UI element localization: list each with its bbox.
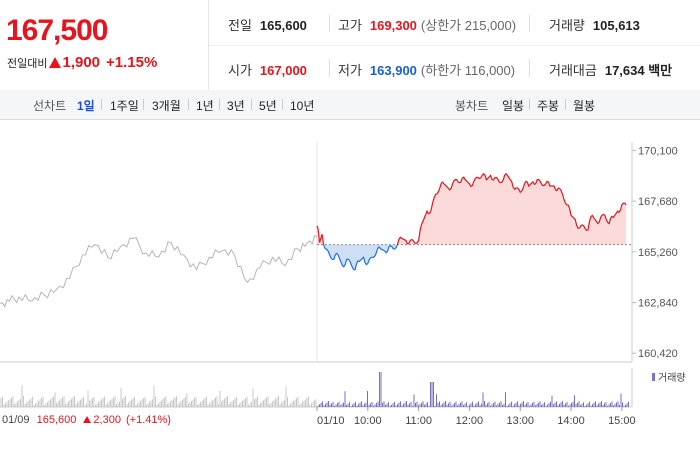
loss-area	[317, 244, 627, 270]
divider	[143, 99, 144, 110]
x-tick-label: 13:00	[506, 415, 534, 427]
change-percent: +1.15%	[106, 54, 158, 71]
x-tick-label: 14:00	[557, 415, 585, 427]
gain-area	[317, 173, 627, 245]
period-10y[interactable]: 10년	[290, 99, 315, 113]
up-triangle-icon	[49, 57, 62, 68]
volume-value: 105,613	[592, 18, 640, 33]
upper-limit: (상한가 215,000)	[420, 18, 517, 33]
row-divider	[209, 45, 700, 46]
y-tick-label: 162,840	[638, 297, 678, 309]
today-line-down	[323, 244, 399, 271]
candle-chart-label: 봉차트	[455, 99, 489, 113]
volume-legend-swatch	[652, 373, 655, 381]
high-cell: 고가 169,300 (상한가 215,000)	[338, 15, 516, 34]
line-chart-label: 선차트	[33, 99, 67, 113]
volume-legend-label: 거래량	[658, 372, 686, 384]
x-tick-label: 01/10	[317, 415, 345, 427]
y-tick-label: 167,680	[638, 196, 678, 208]
divider	[188, 99, 189, 110]
low-cell: 저가 163,900 (하한가 116,000)	[338, 60, 515, 79]
divider	[565, 99, 566, 110]
period-3y[interactable]: 3년	[227, 99, 245, 113]
y-tick-label: 165,260	[638, 247, 678, 259]
amount-cell: 거래대금 17,634 백만	[549, 60, 672, 79]
volume-cell: 거래량 105,613	[549, 15, 640, 34]
up-triangle-icon	[83, 416, 92, 423]
divider	[329, 59, 330, 77]
footer-pct: (+1.41%)	[126, 414, 171, 426]
candle-weekly[interactable]: 주봉	[537, 99, 560, 113]
period-3m[interactable]: 3개월	[152, 99, 181, 113]
x-tick-label: 15:00	[608, 415, 636, 427]
change-row: 전일대비 1,900 +1.15%	[7, 54, 157, 71]
divider	[329, 14, 330, 32]
period-1d[interactable]: 1일	[77, 99, 95, 113]
footer-close: 165,600	[36, 414, 77, 426]
divider	[101, 99, 102, 110]
change-value: 1,900	[62, 54, 101, 71]
period-5y[interactable]: 5년	[259, 99, 277, 113]
price-block: 167,500 전일대비 1,900 +1.15%	[0, 0, 209, 90]
candle-daily[interactable]: 일봉	[502, 99, 525, 113]
current-price: 167,500	[6, 14, 108, 47]
divider	[219, 99, 220, 110]
change-label: 전일대비	[7, 58, 48, 70]
open-cell: 시가 167,000	[228, 60, 307, 79]
open-label: 시가	[228, 63, 252, 78]
prev-close-label: 전일	[228, 18, 252, 33]
footer-date: 01/09	[2, 414, 30, 426]
divider	[529, 59, 530, 77]
period-1w[interactable]: 1주일	[110, 99, 139, 113]
period-bar: 선차트 1일 1주일 3개월 1년 3년 5년 10년 봉차트 일봉 주봉 월봉	[0, 90, 700, 120]
divider	[282, 99, 283, 110]
open-value: 167,000	[259, 63, 307, 78]
amount-label: 거래대금	[549, 63, 597, 78]
quote-panel: 167,500 전일대비 1,900 +1.15% 전일 165,600 고가 169,…	[0, 0, 700, 91]
volume-label: 거래량	[549, 18, 585, 33]
candle-monthly[interactable]: 월봉	[573, 99, 596, 113]
prev-close-value: 165,600	[259, 18, 307, 33]
price-chart[interactable]: 170,100 167,680 165,260 162,840 160,420 거래량 01…	[0, 120, 700, 450]
lower-limit: (하한가 116,000)	[420, 63, 516, 78]
chart-svg: 170,100 167,680 165,260 162,840 160,420 거래량 01…	[0, 142, 686, 427]
footer-change: 2,300	[93, 414, 121, 426]
low-value: 163,900	[369, 63, 417, 78]
divider	[529, 99, 530, 110]
prev-day-line	[0, 235, 318, 308]
prev-close-cell: 전일 165,600	[228, 15, 307, 34]
high-label: 고가	[338, 18, 362, 33]
divider	[529, 14, 530, 32]
y-tick-label: 170,100	[638, 145, 678, 157]
period-1y[interactable]: 1년	[196, 99, 214, 113]
low-label: 저가	[338, 63, 362, 78]
x-tick-label: 11:00	[405, 415, 432, 427]
chart-footer: 01/09 165,600 2,300 (+1.41%)	[2, 414, 171, 426]
divider	[251, 99, 252, 110]
x-tick-label: 12:00	[456, 415, 484, 427]
today-line-up	[316, 172, 627, 245]
y-tick-label: 160,420	[638, 348, 678, 360]
amount-value: 17,634 백만	[604, 63, 673, 78]
high-value: 169,300	[369, 18, 417, 33]
x-tick-label: 10:00	[354, 415, 382, 427]
